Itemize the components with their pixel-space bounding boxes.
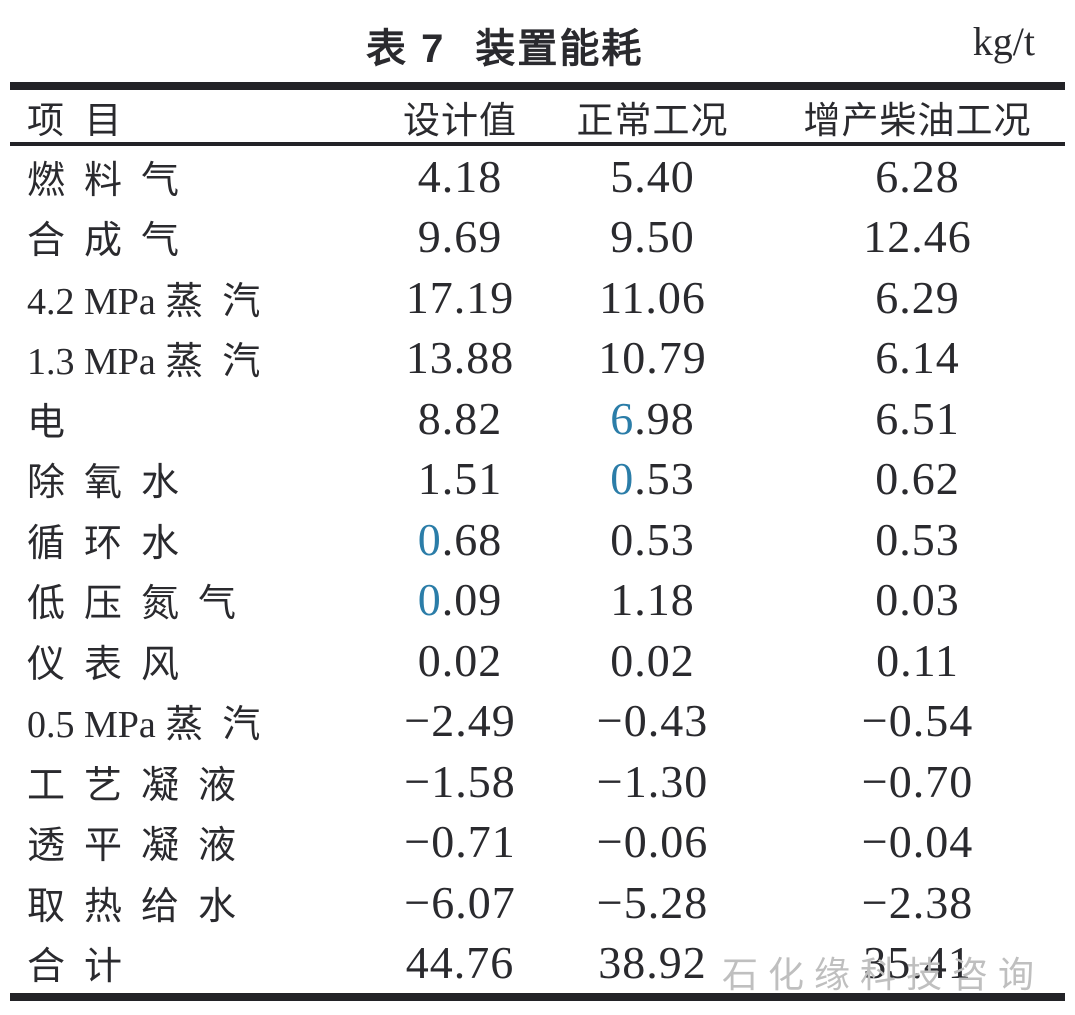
- table-row: 电 8.82 6.98 6.51: [0, 388, 1075, 449]
- row-label: 合 成 气: [27, 220, 180, 263]
- cell-normal: 0.53: [610, 513, 695, 565]
- col-header-design: 设计值: [403, 101, 517, 142]
- cell-diesel: 0.62: [875, 453, 960, 505]
- col-header-item: 项 目: [27, 101, 123, 142]
- cell-design: 0.09: [417, 574, 503, 626]
- row-label: 合 计: [27, 946, 123, 989]
- blue-digit: 0: [417, 574, 442, 626]
- table-row: 循 环 水 0.68 0.53 0.53: [0, 509, 1075, 570]
- cell-design: 4.18: [417, 150, 503, 202]
- row-label: 透 平 凝 液: [27, 825, 237, 868]
- table-body: 燃 料 气 4.18 5.40 6.28 合 成 气 9.69 9.50 12.46 4.2 M…: [0, 146, 1075, 993]
- cell-normal: 0.53: [610, 453, 695, 505]
- cell-design: 1.51: [417, 453, 503, 505]
- cell-design: 9.69: [417, 211, 503, 263]
- col-header-diesel: 增产柴油工况: [803, 101, 1032, 142]
- cell-diesel: −0.04: [861, 816, 974, 868]
- row-label: 仪 表 风: [27, 643, 180, 686]
- row-label: 循 环 水: [27, 522, 180, 565]
- cell-diesel: 0.03: [875, 574, 960, 626]
- cell-diesel: −2.38: [861, 876, 974, 928]
- col-header-normal: 正常工况: [576, 101, 729, 142]
- cell-design: −6.07: [404, 876, 516, 928]
- table-row: 1.3 MPa 蒸 汽 13.88 10.79 6.14: [0, 328, 1075, 389]
- cell-design: 17.19: [405, 271, 515, 323]
- blue-digit: 0: [417, 513, 442, 565]
- cell-diesel: 6.51: [875, 392, 960, 444]
- table-row: 4.2 MPa 蒸 汽 17.19 11.06 6.29: [0, 267, 1075, 328]
- cell-normal: 6.98: [610, 392, 695, 444]
- cell-design: −1.58: [404, 755, 516, 807]
- cell-design: 8.82: [417, 392, 503, 444]
- row-label: 取 热 给 水: [27, 885, 237, 928]
- cell-diesel: 12.46: [863, 211, 972, 263]
- cell-design: −2.49: [404, 695, 516, 747]
- unit-label: kg/t: [972, 19, 1035, 64]
- cell-normal: 38.92: [598, 937, 707, 989]
- table-row: 0.5 MPa 蒸 汽 −2.49 −0.43 −0.54: [0, 691, 1075, 752]
- row-label: 1.3 MPa 蒸 汽: [27, 341, 261, 384]
- cell-diesel: 6.14: [875, 332, 960, 384]
- row-label: 4.2 MPa 蒸 汽: [27, 280, 261, 323]
- cell-design: 0.68: [417, 513, 503, 565]
- blue-digit: 6: [610, 392, 635, 444]
- table-row: 取 热 给 水 −6.07 −5.28 −2.38: [0, 872, 1075, 933]
- cell-normal: 10.79: [598, 332, 707, 384]
- cell-diesel: 0.53: [875, 513, 960, 565]
- cell-normal: 0.02: [610, 634, 695, 686]
- row-label: 电: [27, 401, 66, 444]
- row-label: 燃 料 气: [27, 159, 180, 202]
- cell-diesel: 35.41: [863, 937, 972, 989]
- cell-normal: 1.18: [610, 574, 695, 626]
- cell-design: 13.88: [405, 332, 515, 384]
- table-number-label: 表 7: [366, 27, 446, 71]
- cell-normal: −0.43: [596, 695, 709, 747]
- cell-diesel: 0.11: [876, 634, 959, 686]
- table-row: 燃 料 气 4.18 5.40 6.28: [0, 146, 1075, 207]
- bottom-rule: [10, 993, 1065, 1001]
- cell-normal: 5.40: [610, 150, 695, 202]
- row-label: 工 艺 凝 液: [27, 764, 237, 807]
- row-label: 0.5 MPa 蒸 汽: [27, 704, 261, 747]
- cell-diesel: −0.70: [861, 755, 974, 807]
- table-row: 工 艺 凝 液 −1.58 −1.30 −0.70: [0, 751, 1075, 812]
- cell-normal: 9.50: [610, 211, 695, 263]
- row-label: 低 压 氮 气: [27, 583, 237, 626]
- cell-diesel: 6.28: [875, 150, 960, 202]
- table-title-text: 装置能耗: [475, 27, 644, 71]
- table-row: 除 氧 水 1.51 0.53 0.62: [0, 449, 1075, 510]
- table-row: 低 压 氮 气 0.09 1.18 0.03: [0, 570, 1075, 631]
- header-rule: [10, 142, 1065, 146]
- blue-digit: 0: [610, 453, 635, 505]
- cell-normal: −5.28: [596, 876, 709, 928]
- row-label: 除 氧 水: [27, 462, 180, 505]
- cell-design: 44.76: [405, 937, 515, 989]
- cell-normal: −1.30: [596, 755, 709, 807]
- table-caption: 表 7 装置能耗: [366, 16, 643, 74]
- cell-diesel: 6.29: [875, 271, 960, 323]
- table-row: 合 计 44.76 38.92 35.41: [0, 933, 1075, 994]
- table-header-row: 项 目 设计值 正常工况 增产柴油工况: [0, 90, 1075, 142]
- table-row: 仪 表 风 0.02 0.02 0.11: [0, 630, 1075, 691]
- cell-design: 0.02: [417, 634, 503, 686]
- cell-design: −0.71: [404, 816, 516, 868]
- cell-diesel: −0.54: [861, 695, 974, 747]
- top-rule: [10, 82, 1065, 90]
- table-row: 透 平 凝 液 −0.71 −0.06 −0.04: [0, 812, 1075, 873]
- table-row: 合 成 气 9.69 9.50 12.46: [0, 207, 1075, 268]
- cell-normal: −0.06: [596, 816, 709, 868]
- table-caption-bar: 表 7 装置能耗 kg/t: [0, 0, 1075, 82]
- cell-normal: 11.06: [599, 271, 706, 323]
